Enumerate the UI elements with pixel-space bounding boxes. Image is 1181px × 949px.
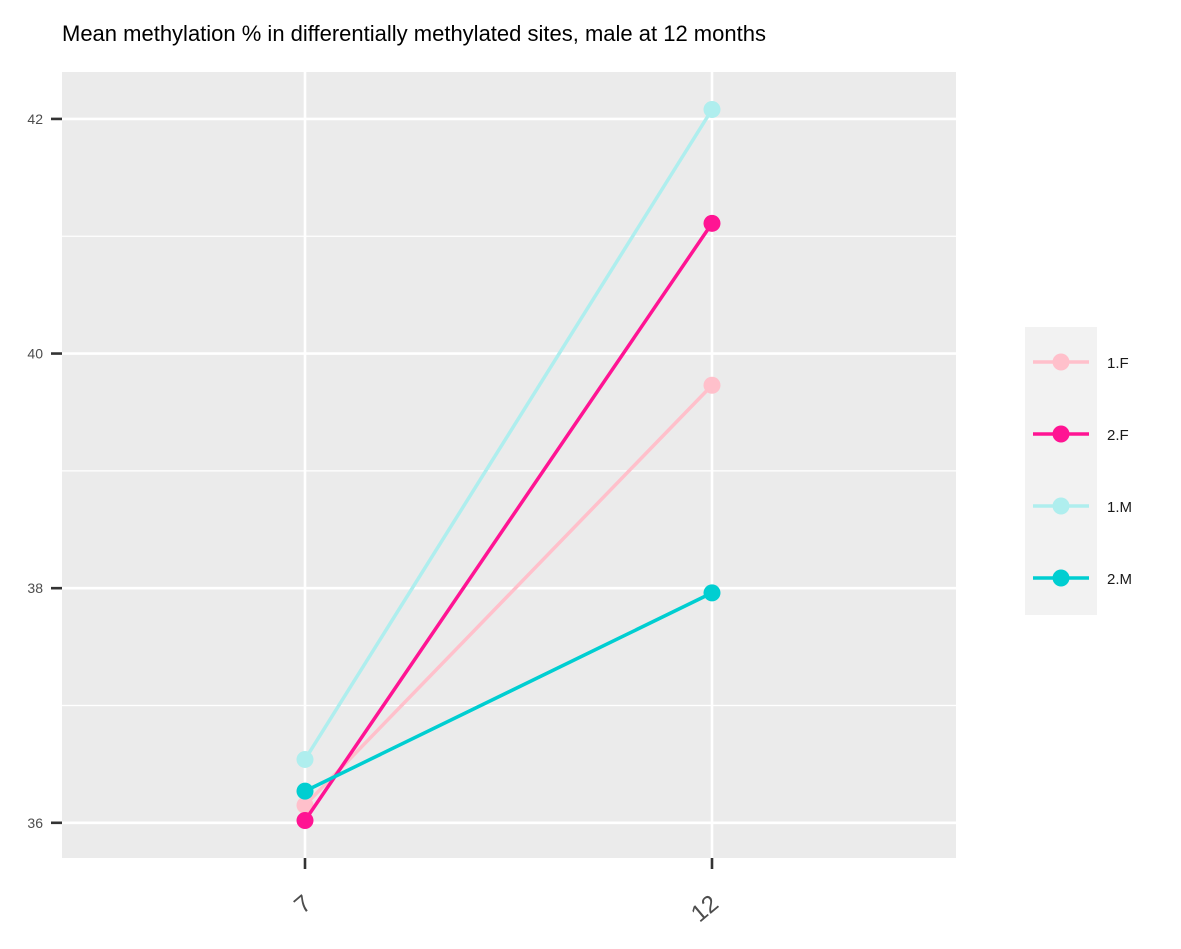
- series-line: [303, 591, 714, 793]
- legend-label: 2.M: [1107, 571, 1132, 588]
- plot-panel: [62, 72, 956, 858]
- data-point: [703, 584, 721, 602]
- data-point: [296, 796, 314, 814]
- grid-major-lines: [62, 72, 956, 858]
- data-point: [703, 376, 721, 394]
- legend-label: 2.F: [1107, 427, 1129, 444]
- legend-key-point: [1052, 497, 1070, 515]
- legend-key-point: [1052, 353, 1070, 371]
- data-point: [703, 101, 721, 119]
- y-tick-label: 40: [27, 346, 43, 362]
- data-point: [296, 811, 314, 829]
- y-tick-label: 36: [27, 815, 43, 831]
- x-tick-label: 12: [686, 890, 724, 928]
- chart-title: Mean methylation % in differentially met…: [62, 21, 766, 46]
- y-tick-label: 38: [27, 580, 43, 596]
- series-layer: [296, 101, 721, 829]
- legend-key-point: [1052, 425, 1070, 443]
- legend-key-point: [1052, 569, 1070, 587]
- legend-label: 1.F: [1107, 355, 1129, 372]
- data-point: [296, 750, 314, 768]
- x-tick-label: 7: [289, 890, 317, 919]
- legend-label: 1.M: [1107, 499, 1132, 516]
- y-tick-label: 42: [27, 111, 43, 127]
- data-point: [296, 782, 314, 800]
- series-line: [303, 383, 714, 807]
- series-line: [303, 107, 714, 762]
- data-point: [703, 214, 721, 232]
- series-line: [303, 221, 714, 823]
- legend-background: [1025, 327, 1097, 615]
- grid-minor-lines: [62, 235, 956, 707]
- legend: 1.F 2.F 1.M 2.M: [1025, 327, 1132, 615]
